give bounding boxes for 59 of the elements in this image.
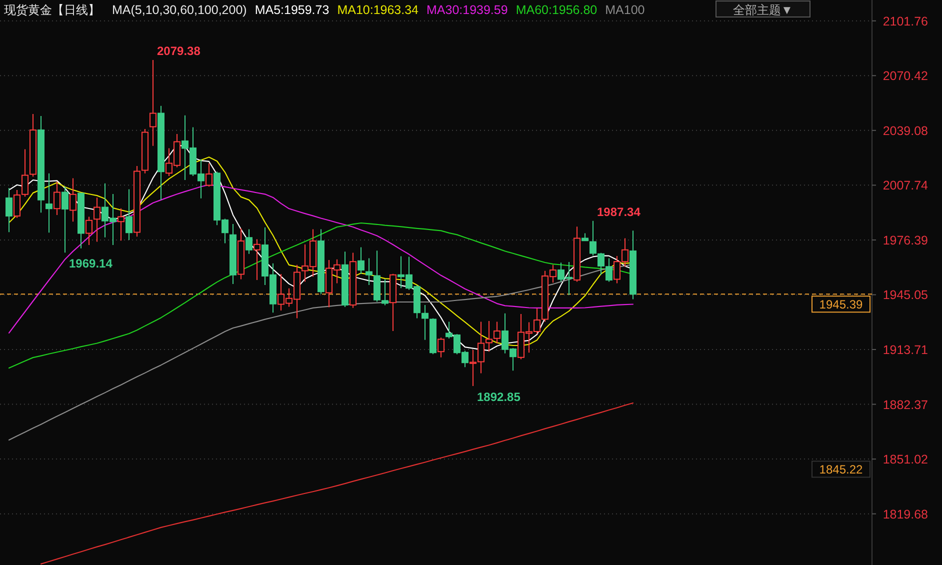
y-tick-label: 1851.02 <box>882 452 928 467</box>
candlestick <box>126 188 132 240</box>
text: 全部主题▼ <box>733 3 793 17</box>
legend-title: MA(5,10,30,60,100,200) <box>112 3 247 17</box>
y-tick-label: 1976.39 <box>882 233 928 248</box>
y-tick-label: 1913.71 <box>882 343 928 358</box>
candlestick <box>38 116 44 214</box>
candlestick <box>590 220 596 256</box>
candlestick <box>134 166 140 238</box>
candlestick <box>158 105 164 200</box>
candlestick <box>54 181 60 216</box>
candlestick <box>142 128 148 174</box>
y-tick-label: 1819.68 <box>882 507 928 522</box>
candlestick <box>30 113 36 178</box>
text: 1845.22 <box>819 462 864 477</box>
y-tick-label: 2039.08 <box>882 124 928 138</box>
candlestick <box>254 238 260 280</box>
candlestick <box>318 228 324 294</box>
text: MA5:1959.73 <box>254 3 330 17</box>
text: MA60:1956.80 <box>516 3 598 17</box>
candlestick <box>438 337 444 358</box>
y-tick-label: 1882.37 <box>882 398 928 412</box>
candlestick <box>46 172 52 234</box>
text: MA10:1963.34 <box>337 3 419 17</box>
annotation: 1969.14 <box>69 256 113 271</box>
y-tick-label: 2070.42 <box>882 69 928 84</box>
y-tick-label: 2007.74 <box>882 178 928 193</box>
candlestick <box>6 188 12 233</box>
candlestick <box>430 318 436 355</box>
candlestick <box>358 246 364 274</box>
annotation: 1987.34 <box>597 204 641 219</box>
candlestick <box>246 228 252 254</box>
candlestick <box>206 162 212 188</box>
y-tick-label: 2101.76 <box>882 14 928 28</box>
line-series <box>40 402 634 564</box>
candlestick <box>350 252 356 308</box>
annotation: 1892.85 <box>477 390 521 404</box>
candlestick <box>390 273 396 332</box>
candlestick <box>366 258 372 286</box>
candlestick <box>78 192 84 249</box>
candlestick <box>238 228 244 280</box>
text: MA30:1939.59 <box>426 3 508 17</box>
ref-line-label: 1945.39 <box>819 298 864 312</box>
candlestick <box>118 208 124 242</box>
candlestick <box>150 59 156 146</box>
candlestick <box>574 226 580 282</box>
candlestick <box>94 197 100 242</box>
y-tick-label: 1945.05 <box>882 288 928 302</box>
candlestick <box>62 186 68 254</box>
chart-title: 现货黄金【日线】 <box>4 3 100 17</box>
candlestick <box>422 304 428 340</box>
annotation: 2079.38 <box>157 44 201 58</box>
candlestick <box>630 230 636 300</box>
candlestick <box>582 232 588 242</box>
candlestick <box>70 178 76 222</box>
text: MA100 <box>605 3 645 17</box>
candlestick <box>230 224 236 284</box>
candlestick <box>86 216 92 246</box>
candlestick <box>342 251 348 308</box>
